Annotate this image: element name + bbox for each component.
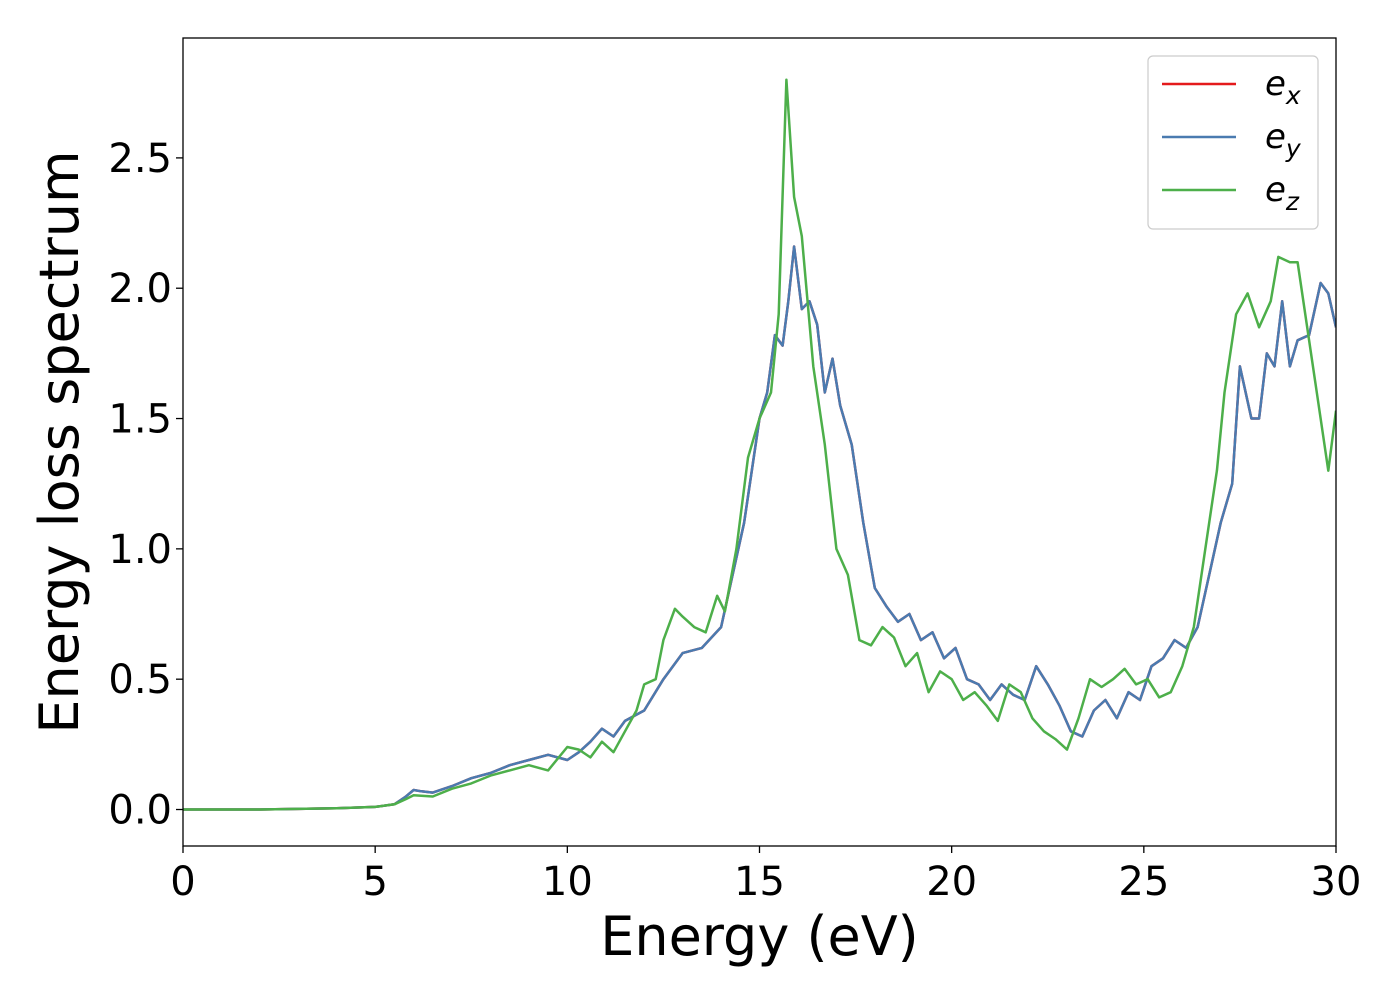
y-axis: 0.0 0.5 1.0 1.5 2.0 2.5: [108, 136, 183, 834]
x-tick-label: 30: [1311, 859, 1362, 905]
x-tick-label: 25: [1118, 859, 1169, 905]
y-tick-label: 0.5: [108, 657, 172, 703]
series-line-z: [183, 78, 1336, 811]
x-tick-label: 10: [542, 859, 593, 905]
legend-box: [1147, 55, 1319, 230]
x-axis: 0 5 10 15 20 25 30: [170, 846, 1361, 905]
series-layer: [183, 78, 1336, 811]
series-line-y: [183, 245, 1336, 811]
legend-label-x: ex: [1265, 64, 1301, 110]
y-axis-title: Energy loss spectrum: [28, 150, 91, 733]
x-tick-label: 0: [170, 859, 195, 905]
legend: ex ey ez: [1147, 55, 1319, 230]
x-tick-label: 20: [926, 859, 977, 905]
legend-label-z: ez: [1265, 170, 1300, 216]
y-tick-label: 1.5: [108, 397, 172, 443]
x-axis-title: Energy (eV): [600, 905, 919, 968]
x-tick-label: 15: [734, 859, 785, 905]
legend-label-y: ey: [1265, 117, 1302, 163]
series-line-x: [183, 245, 1336, 811]
y-tick-label: 0.0: [108, 788, 172, 834]
y-tick-label: 2.5: [108, 136, 172, 182]
y-tick-label: 1.0: [108, 527, 172, 573]
x-tick-label: 5: [362, 859, 387, 905]
y-tick-label: 2.0: [108, 266, 172, 312]
